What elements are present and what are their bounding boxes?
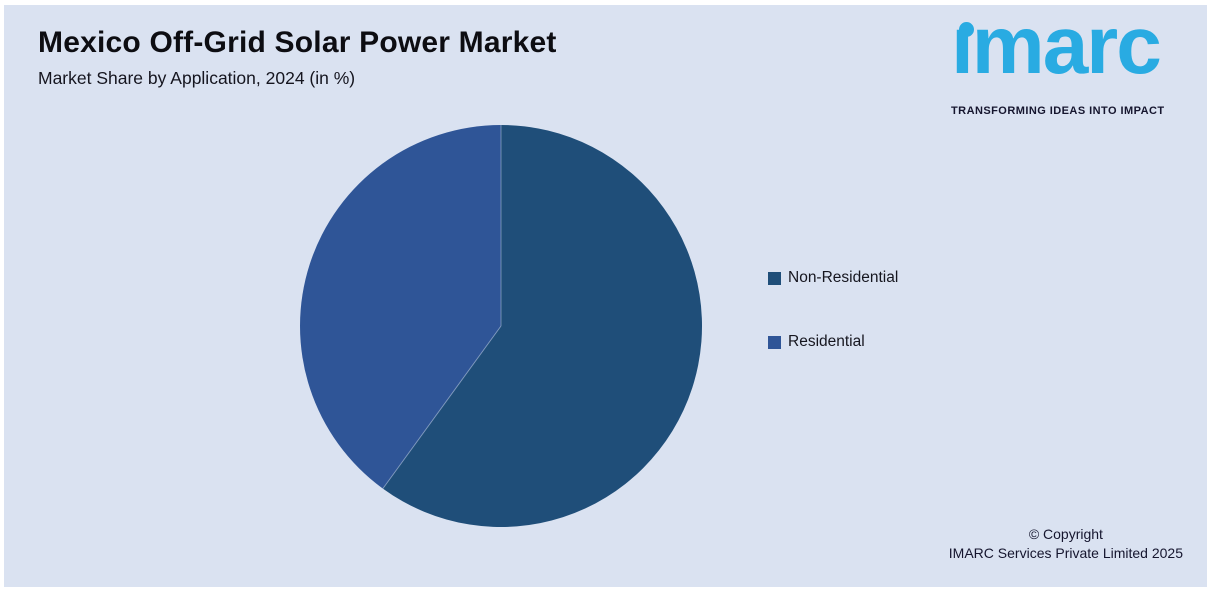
legend: Non-Residential Residential [768,269,898,351]
legend-item-residential: Residential [768,333,898,351]
page-title: Mexico Off-Grid Solar Power Market [38,26,557,59]
legend-label: Non-Residential [788,269,899,286]
imarc-logo: ımarc TRANSFORMING IDEAS INTO IMPACT [951,5,1183,123]
legend-item-non-residential: Non-Residential [768,269,898,287]
pie-slice-non-residential [382,125,703,527]
legend-label: Residential [788,333,865,350]
pie-chart [300,125,703,527]
logo-tagline: TRANSFORMING IDEAS INTO IMPACT [951,105,1165,117]
chart-background: Mexico Off-Grid Solar Power Market Marke… [4,5,1207,587]
logo-brand-text: ımarc [951,0,1162,91]
copyright-notice: © Copyright IMARC Services Private Limit… [949,525,1183,563]
copyright-line1: © Copyright [1028,526,1103,542]
logo-dot-icon [959,22,974,37]
pie-slice-residential [300,125,501,489]
legend-swatch-icon [768,335,781,349]
legend-swatch-icon [768,271,781,285]
page-subtitle: Market Share by Application, 2024 (in %) [38,68,356,88]
copyright-line2: IMARC Services Private Limited 2025 [948,545,1183,561]
slice-divider-line [382,325,502,489]
